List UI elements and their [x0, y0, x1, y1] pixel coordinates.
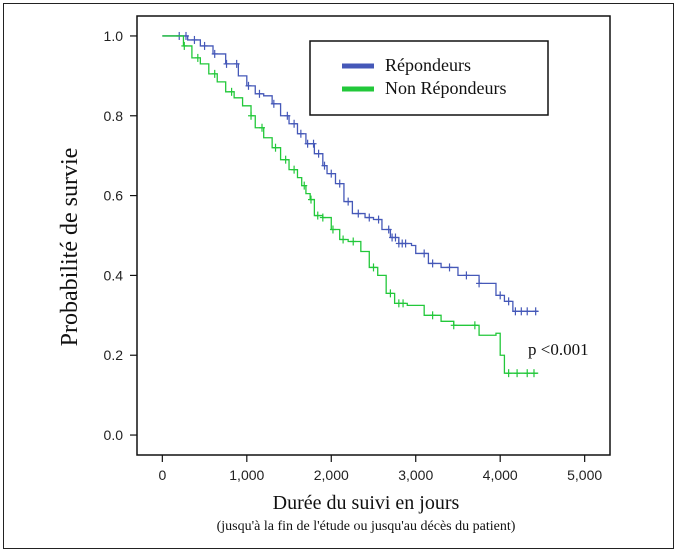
plot-border — [136, 15, 611, 456]
y-tick-label: 1.0 — [104, 28, 124, 44]
x-tick-label: 5,000 — [567, 467, 602, 483]
y-tick-label: 0.2 — [104, 347, 124, 363]
x-tick-label: 3,000 — [398, 467, 433, 483]
legend-box — [309, 40, 549, 116]
x-tick-label: 4,000 — [483, 467, 518, 483]
x-tick-label: 2,000 — [314, 467, 349, 483]
y-axis-title: Probabilité de survie — [57, 148, 83, 347]
legend-label-repondeurs: Répondeurs — [385, 55, 471, 75]
x-axis-subtitle: (jusqu'à la fin de l'étude ou jusqu'au d… — [217, 519, 516, 534]
plot-area — [136, 15, 611, 456]
y-tick-label: 0.8 — [104, 108, 124, 124]
y-tick-label: 0.4 — [104, 267, 124, 283]
x-tick-label: 1,000 — [229, 467, 264, 483]
legend: Répondeurs Non Répondeurs — [309, 40, 549, 116]
series-line-0 — [162, 35, 539, 312]
y-tick-label: 0.0 — [104, 427, 124, 443]
legend-label-non-repondeurs: Non Répondeurs — [385, 78, 506, 98]
series-layer — [162, 31, 539, 378]
x-axis-title: Durée du suivi en jours — [273, 492, 460, 514]
ticks-layer: 0 1,000 2,000 3,000 4,000 5,000 0.0 0.2 0.4 0.6 0.… — [104, 28, 603, 483]
x-tick-label: 0 — [158, 467, 166, 483]
y-tick-label: 0.6 — [104, 188, 124, 204]
p-value-annotation: p <0.001 — [528, 340, 589, 359]
